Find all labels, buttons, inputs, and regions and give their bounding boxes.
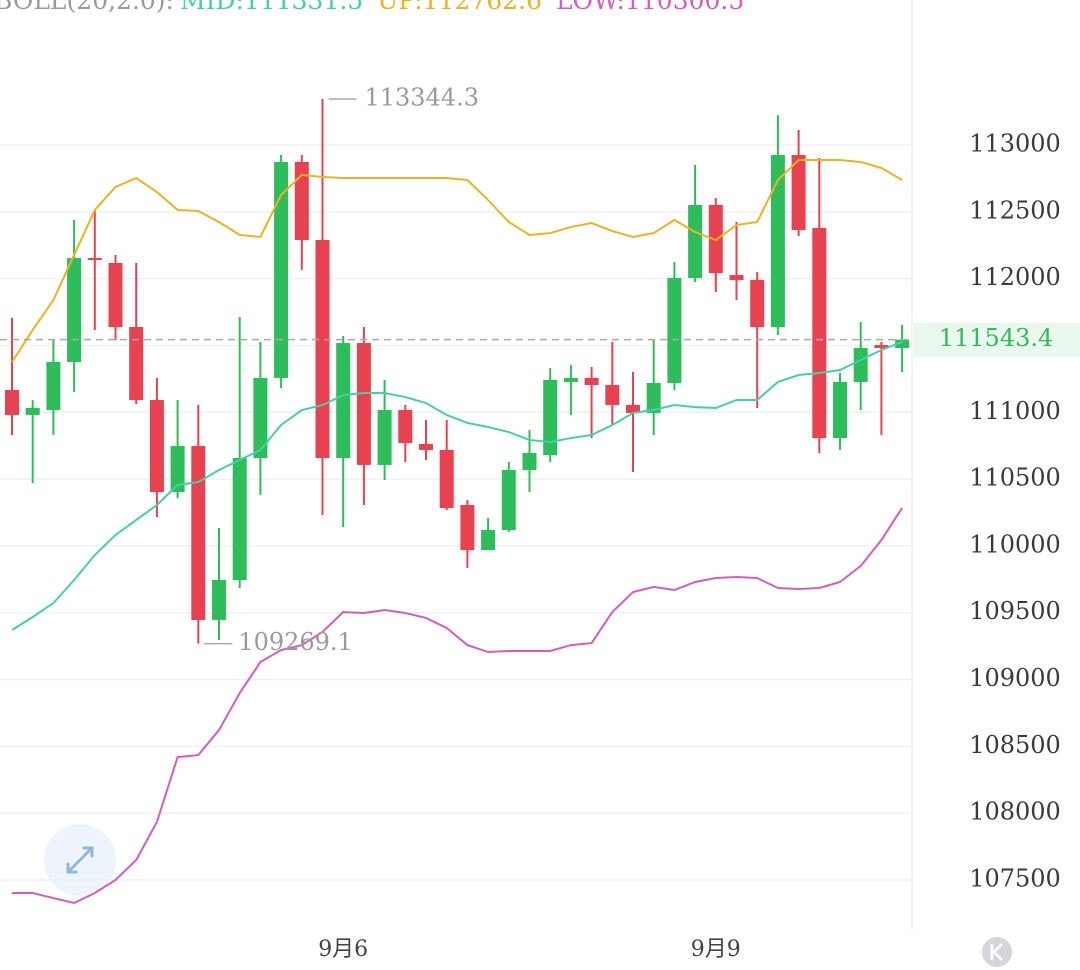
y-tick-label: 110500	[969, 464, 1061, 492]
y-tick-label: 113000	[969, 129, 1061, 157]
candle-body	[170, 445, 185, 493]
candle-body	[129, 327, 144, 400]
y-tick-label: 108500	[969, 731, 1061, 759]
y-tick-label: 111000	[969, 397, 1061, 425]
band-line	[12, 507, 903, 905]
candle-body	[812, 227, 827, 439]
candle-body	[770, 155, 785, 328]
candle-body	[419, 443, 433, 450]
k-button-bg[interactable]	[982, 937, 1012, 967]
band-line	[11, 341, 903, 631]
k-icon[interactable]	[990, 943, 1003, 961]
candle-body	[833, 381, 847, 439]
y-tick-label: 109500	[969, 597, 1061, 625]
candle-body	[46, 362, 61, 411]
indicator-header: BOLL(20,2.0): MID:111331.5 UP:112762.6 LOW:…	[0, 0, 744, 15]
candle-body	[543, 379, 558, 456]
band-line	[11, 158, 903, 363]
candle-body	[356, 343, 371, 465]
candle-body	[5, 389, 19, 415]
candle-body	[895, 339, 910, 348]
candle-body	[481, 530, 496, 551]
candle-body	[253, 377, 268, 458]
candle-body	[460, 505, 475, 551]
candle-body	[294, 161, 309, 241]
candle-body	[25, 408, 40, 415]
last-price-label: 111543.4	[939, 324, 1054, 352]
candle-body	[67, 258, 82, 363]
candle-body	[377, 410, 392, 465]
candle-body	[605, 385, 620, 405]
candle-body	[646, 383, 661, 413]
candle-body	[191, 445, 206, 620]
candle-body	[108, 263, 123, 328]
candle-body	[791, 155, 806, 230]
candle-body	[626, 404, 640, 413]
candle-body	[563, 377, 578, 382]
y-tick-label: 108000	[969, 798, 1061, 826]
y-tick-label: 109000	[969, 664, 1061, 692]
y-tick-label: 112500	[969, 196, 1061, 224]
high-label: 113344.3	[365, 83, 480, 111]
last-price-box	[914, 322, 1080, 357]
candle-body	[149, 399, 164, 493]
band-label: UP:112762.6	[377, 0, 542, 15]
band-label: MID:111331.5	[180, 0, 363, 15]
candle-body	[212, 579, 226, 620]
candle-body	[87, 258, 102, 261]
candle-body	[853, 347, 868, 382]
y-tick-label: 112000	[969, 263, 1061, 291]
x-tick-label: 9月9	[691, 937, 741, 962]
candle-body	[501, 470, 516, 531]
expand-icon[interactable]	[66, 846, 94, 874]
candle-body	[232, 457, 247, 580]
candle-body	[667, 277, 682, 384]
indicator-name: BOLL(20,2.0):	[0, 0, 174, 15]
candle-body	[439, 449, 454, 508]
candle-body	[750, 279, 765, 328]
y-tick-label: 107500	[969, 865, 1061, 893]
candle-body	[398, 410, 413, 444]
candle-body	[522, 453, 537, 471]
band-label: LOW:110300.5	[556, 0, 744, 15]
y-tick-label: 110000	[969, 530, 1061, 558]
candle-body	[688, 205, 703, 278]
candle-body	[274, 161, 289, 378]
expand-button[interactable]	[44, 824, 116, 896]
candle-body	[336, 343, 351, 458]
candle-body	[874, 345, 889, 348]
candle-body	[584, 377, 599, 386]
k-button[interactable]	[982, 937, 1012, 967]
x-tick-label: 9月6	[318, 937, 368, 962]
candle-body	[729, 275, 744, 280]
candle-body	[315, 240, 330, 458]
low-label: 109269.1	[238, 628, 353, 656]
